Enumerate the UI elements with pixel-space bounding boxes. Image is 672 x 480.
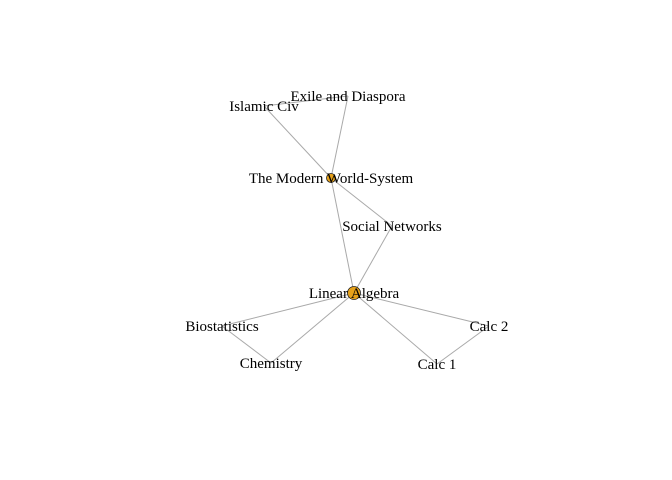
- node-marker: [326, 173, 336, 183]
- node-label: Chemistry: [240, 356, 303, 372]
- edge-social-linear: [353, 225, 393, 294]
- node-calc2[interactable]: Calc 2: [470, 319, 509, 335]
- node-calc1[interactable]: Calc 1: [418, 357, 457, 373]
- node-marker: [347, 286, 361, 300]
- edge-exile-modern: [330, 95, 349, 179]
- node-biostat[interactable]: Biostatistics: [185, 319, 259, 335]
- node-modern[interactable]: The Modern World-System: [249, 171, 414, 187]
- node-label: Biostatistics: [185, 319, 259, 335]
- edge-biostat-chem: [221, 325, 272, 364]
- node-label: Exile and Diaspora: [291, 89, 406, 105]
- node-linear[interactable]: Linear Algebra: [309, 286, 400, 302]
- edge-modern-linear: [330, 177, 355, 294]
- edge-linear-chem: [270, 292, 355, 364]
- node-label: Calc 2: [470, 319, 509, 335]
- edge-linear-calc1: [353, 292, 438, 365]
- node-islamic[interactable]: Islamic Civ: [229, 99, 299, 115]
- node-label: The Modern World-System: [249, 171, 414, 187]
- edge-modern-social: [330, 177, 393, 227]
- edge-linear-calc2: [353, 292, 490, 327]
- node-label: Islamic Civ: [229, 99, 299, 115]
- edge-calc2-calc1: [436, 325, 490, 365]
- node-label: Linear Algebra: [309, 286, 400, 302]
- node-social[interactable]: Social Networks: [342, 219, 442, 235]
- node-label: Calc 1: [418, 357, 457, 373]
- node-label: Social Networks: [342, 219, 442, 235]
- node-exile[interactable]: Exile and Diaspora: [291, 89, 406, 105]
- edge-islamic-exile: [263, 95, 349, 107]
- edges-layer: [221, 95, 490, 365]
- node-chem[interactable]: Chemistry: [240, 356, 303, 372]
- edge-islamic-modern: [263, 105, 332, 179]
- edge-linear-biostat: [221, 292, 355, 327]
